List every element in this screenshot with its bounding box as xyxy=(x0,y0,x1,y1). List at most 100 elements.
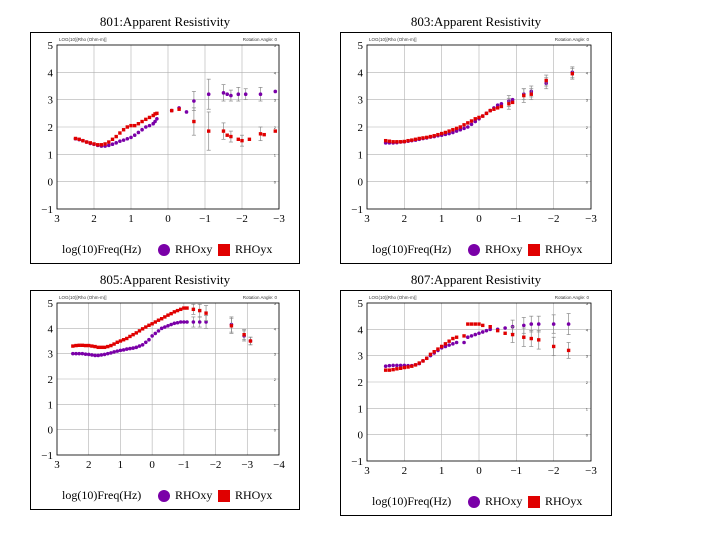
rhoyx-point xyxy=(469,119,474,123)
legend-rhoxy-marker-icon xyxy=(158,490,170,502)
y-tick-label: 5 xyxy=(48,298,54,310)
rhoxy-point xyxy=(140,343,145,347)
rhoyx-point xyxy=(83,343,88,348)
rhoxy-point xyxy=(175,320,180,325)
rhoxy-point xyxy=(172,321,177,326)
rhoyx-point xyxy=(247,137,252,141)
rhoyx-point xyxy=(125,336,129,341)
rhoxy-point xyxy=(80,351,85,356)
rhoyx-point xyxy=(395,367,399,371)
rhoyx-point xyxy=(406,138,410,143)
rhoxy-point xyxy=(178,320,183,324)
rhoyx-point xyxy=(425,135,429,140)
rhoyx-point xyxy=(71,344,75,348)
rhoyx-point xyxy=(383,368,388,372)
x-tick-label: 1 xyxy=(439,465,445,477)
rhoyx-point xyxy=(443,130,448,135)
chart-frame: LOG(10)[Rho (Ohm-m)] Rotation Angle: 0 0 1 2… xyxy=(30,290,300,510)
rhoxy-point xyxy=(229,93,233,98)
rhoxy-point xyxy=(499,101,504,106)
rhoxy-point xyxy=(454,129,459,133)
rhoyx-point xyxy=(529,336,533,341)
rhoxy-point xyxy=(121,138,126,142)
rhoyx-point xyxy=(447,339,451,343)
rhoyx-point xyxy=(156,318,161,322)
legend-rhoyx-label: RHOyx xyxy=(235,488,273,502)
rhoxy-point xyxy=(529,322,534,326)
rhoxy-point xyxy=(522,323,526,328)
rhoyx-point xyxy=(225,133,229,137)
chart-panel-805: 805:Apparent Resistivity LOG(10)[Rho (Oh… xyxy=(30,270,300,510)
rhoxy-point xyxy=(147,123,152,128)
rhoyx-point xyxy=(84,140,89,144)
rhoyx-point xyxy=(90,344,94,348)
y-right-tick-label: 4 xyxy=(586,70,589,75)
rhoxy-point xyxy=(484,328,489,333)
y-axis-header-text: LOG(10)[Rho (Ohm-m)] xyxy=(369,37,417,42)
rhoyx-point xyxy=(153,320,158,324)
rhoxy-point xyxy=(156,329,161,333)
rhoyx-point xyxy=(172,310,177,314)
y-tick-label: 4 xyxy=(48,323,54,335)
rhoyx-point xyxy=(144,117,148,122)
rhoxy-point xyxy=(258,92,263,96)
y-tick-label: 0 xyxy=(48,425,54,437)
rhoyx-point xyxy=(262,132,266,137)
x-tick-label: 1 xyxy=(118,459,124,471)
y-axis-header-text: LOG(10)[Rho (Ohm-m)] xyxy=(369,295,417,300)
plot-svg: LOG(10)[Rho (Ohm-m)] Rotation Angle: 0 0 1 2… xyxy=(351,37,597,225)
rhoxy-point xyxy=(184,110,189,114)
y-tick-label: 1 xyxy=(358,149,364,161)
rhoxy-point xyxy=(90,353,94,357)
rhoyx-point xyxy=(169,311,173,316)
rhoyx-point xyxy=(128,334,132,339)
rotation-angle-text: Rotation Angle: 0 xyxy=(243,295,278,300)
rhoyx-point xyxy=(447,129,451,133)
x-axis-label: log(10)Freq(Hz) xyxy=(372,494,452,508)
rhoyx-point xyxy=(503,331,507,335)
x-tick-label: 1 xyxy=(439,213,445,225)
rhoyx-point xyxy=(102,345,107,350)
chart-panel-807: 807:Apparent Resistivity LOG(10)[Rho (Oh… xyxy=(340,270,612,516)
chart-frame: LOG(10)[Rho (Ohm-m)] Rotation Angle: 0 0 1 2… xyxy=(340,32,612,264)
rhoyx-point xyxy=(398,140,403,144)
rhoxy-point xyxy=(140,127,144,132)
rhoyx-point xyxy=(248,339,253,343)
y-right-tick-label: 5 xyxy=(586,301,589,306)
y-tick-label: 0 xyxy=(48,177,54,189)
rhoyx-point xyxy=(103,142,107,146)
rhoyx-point xyxy=(163,315,167,319)
rhoyx-point xyxy=(481,323,485,328)
rhoyx-point xyxy=(182,306,186,310)
y-axis-header-text: LOG(10)[Rho (Ohm-m)] xyxy=(59,295,107,300)
rhoxy-point xyxy=(243,92,248,96)
rhoyx-point xyxy=(185,306,189,310)
rhoyx-point xyxy=(495,328,500,333)
rhoyx-point xyxy=(106,344,110,349)
rotation-angle-text: Rotation Angle: 0 xyxy=(243,37,278,42)
rhoxy-point xyxy=(114,141,118,145)
rhoxy-point xyxy=(225,92,229,96)
rhoxy-point xyxy=(118,348,123,353)
rhoyx-point xyxy=(144,325,148,329)
legend: log(10)Freq(Hz) RHOxy RHOyx xyxy=(30,488,300,504)
rhoyx-point xyxy=(410,364,414,368)
rhoyx-point xyxy=(495,106,500,110)
y-tick-label: 3 xyxy=(358,95,364,107)
rhoyx-point xyxy=(140,119,144,124)
x-tick-label: 2 xyxy=(91,213,97,225)
x-axis-label: log(10)Freq(Hz) xyxy=(62,242,142,256)
y-right-tick-label: 2 xyxy=(586,125,589,130)
chart-panel-803: 803:Apparent Resistivity LOG(10)[Rho (Oh… xyxy=(340,12,612,264)
x-tick-label: −3 xyxy=(241,459,253,471)
rhoyx-point xyxy=(118,131,122,135)
rhoxy-point xyxy=(383,364,388,368)
x-tick-label: −1 xyxy=(510,213,522,225)
y-tick-label: 4 xyxy=(358,324,364,336)
legend-rhoxy-marker-icon xyxy=(468,496,480,508)
rhoyx-point xyxy=(417,136,421,141)
legend-rhoyx-label: RHOyx xyxy=(545,242,583,256)
x-tick-label: 3 xyxy=(54,459,60,471)
rhoyx-point xyxy=(166,313,170,317)
rhoyx-point xyxy=(207,129,211,133)
